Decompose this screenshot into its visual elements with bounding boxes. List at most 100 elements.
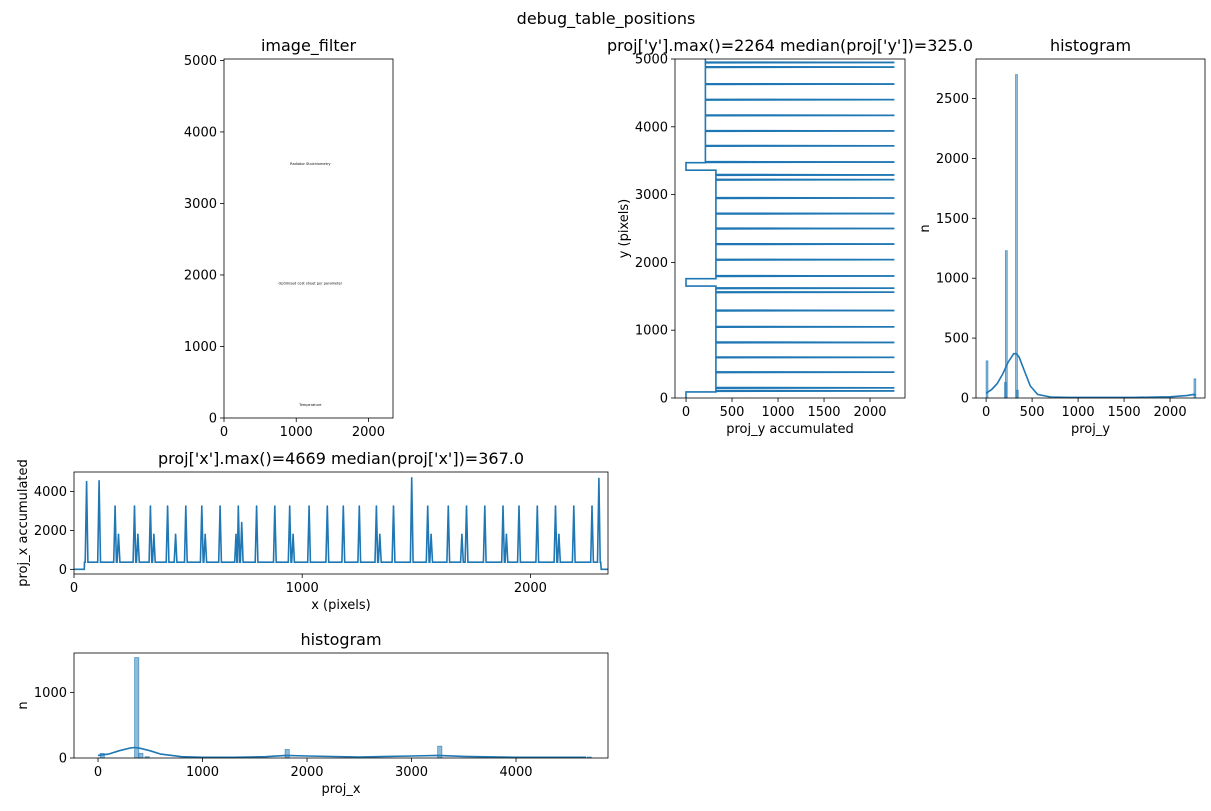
y-tick-label: 1000 <box>184 340 217 355</box>
y-tick-label: 5000 <box>635 53 668 68</box>
x-tick-label: 4000 <box>499 765 532 780</box>
proj-x-peak <box>240 521 243 524</box>
y-tick-label: 4000 <box>34 485 67 500</box>
x-tick-label: 1000 <box>761 405 794 420</box>
axes-title: image_filter <box>261 36 356 56</box>
proj-x-peak <box>204 533 207 536</box>
x-tick-label: 1000 <box>1062 405 1095 420</box>
x-tick-label: 1500 <box>1108 405 1141 420</box>
axes-hist_proj_x: 0 1000 2000 3000 4000 0 1000 histogram proj_x n <box>16 630 609 797</box>
proj-x-peak <box>219 505 221 507</box>
x-tick-label: 2000 <box>514 581 547 596</box>
x-tick-label: 0 <box>94 765 102 780</box>
y-tick-label: 4000 <box>635 120 668 135</box>
proj-x-peak <box>392 505 395 507</box>
proj-x-peak <box>237 505 240 507</box>
proj-x-peak <box>483 505 486 507</box>
x-tick-label: 3000 <box>395 765 428 780</box>
y-tick-label: 0 <box>59 752 67 767</box>
axes-layer: Temperature Optimised cost sheet per para… <box>16 36 1206 797</box>
proj-x-peak <box>326 505 329 507</box>
proj-x-peak <box>235 533 237 536</box>
proj-x-peak <box>149 505 152 507</box>
proj-x-peak <box>174 533 177 536</box>
y-tick-label: 2000 <box>936 152 969 167</box>
proj-x-peak <box>598 477 600 480</box>
y-tick-label: 0 <box>961 392 969 407</box>
proj-x-peak <box>114 505 116 507</box>
proj-x-peak <box>117 533 120 536</box>
x-tick-label: 0 <box>982 405 990 420</box>
proj-x-peak <box>558 533 560 536</box>
y-tick-label: 3000 <box>635 188 668 203</box>
axes-spines <box>674 58 906 399</box>
y-tick-label: 1500 <box>936 212 969 227</box>
proj-x-line <box>74 477 608 571</box>
proj-x-peak <box>288 505 291 507</box>
x-tick-label: 0 <box>220 425 228 440</box>
image-block-header: Optimised cost sheet per parameter <box>278 282 342 286</box>
proj-x-peak <box>358 505 361 507</box>
proj-x-peak <box>274 505 276 507</box>
proj-x-peak <box>85 480 88 483</box>
x-tick-label: 0 <box>682 405 690 420</box>
x-axis-label: proj_y accumulated <box>726 422 854 437</box>
axes-title: histogram <box>300 630 381 649</box>
y-axis-label: proj_x accumulated <box>16 459 31 587</box>
proj-x-peak <box>505 533 508 536</box>
proj-x-peak <box>465 505 468 507</box>
x-tick-label: 500 <box>1020 405 1045 420</box>
axes-spines <box>975 58 1206 399</box>
histogram-bar <box>134 657 140 759</box>
y-tick-label: 1000 <box>635 324 668 339</box>
axes-proj_x: 0 1000 2000 0 2000 4000 proj['x'].max()=4669 m… <box>16 449 609 613</box>
y-tick-label: 5000 <box>184 54 217 69</box>
image-block-header: Temperature <box>298 403 321 407</box>
axes-proj_y: 0 500 1000 1500 2000 0 1000 2000 3000 4000 5000 pro… <box>607 36 973 437</box>
x-tick-label: 2000 <box>290 765 323 780</box>
y-tick-label: 0 <box>59 563 67 578</box>
proj-x-peak <box>447 505 450 507</box>
proj-x-peak <box>430 533 432 536</box>
axes-spines <box>73 652 609 759</box>
x-tick-label: 2000 <box>352 425 385 440</box>
axes-title: histogram <box>1050 36 1131 55</box>
axes-image_filter: Temperature Optimised cost sheet per para… <box>184 36 394 440</box>
proj-x-peak <box>378 533 381 536</box>
axes-spines <box>223 58 394 419</box>
x-tick-label: 1000 <box>280 425 313 440</box>
axes-title: proj['x'].max()=4669 median(proj['x'])=3… <box>158 449 524 468</box>
y-tick-label: 1000 <box>34 686 67 701</box>
proj-x-peak <box>572 505 575 507</box>
proj-x-peak <box>518 505 520 507</box>
x-tick-label: 2000 <box>853 405 886 420</box>
histogram-bar <box>138 753 144 759</box>
y-tick-label: 2000 <box>34 524 67 539</box>
proj-x-peak <box>98 479 100 482</box>
x-axis-label: proj_x <box>321 782 360 797</box>
y-axis-label: y (pixels) <box>617 199 632 259</box>
kde-curve <box>97 746 586 759</box>
y-tick-label: 0 <box>209 412 217 427</box>
x-tick-label: 0 <box>70 581 78 596</box>
proj-x-peak <box>426 505 429 507</box>
x-axis-label: proj_y <box>1071 422 1110 437</box>
x-tick-label: 2000 <box>1154 405 1187 420</box>
proj-x-peak <box>153 533 155 536</box>
proj-x-peak <box>410 477 413 479</box>
axes-hist_proj_y: 0 500 1000 1500 2000 0 500 1000 1500 2000 2500 hist… <box>918 36 1206 437</box>
proj-x-peak <box>137 533 139 536</box>
proj-x-peak <box>375 505 378 507</box>
x-tick-label: 1500 <box>807 405 840 420</box>
proj-x-peak <box>185 505 187 507</box>
proj-x-peak <box>461 533 463 536</box>
x-tick-label: 1000 <box>186 765 219 780</box>
proj-x-peak <box>536 505 539 507</box>
histogram-bar <box>1005 250 1008 399</box>
figure-suptitle: debug_table_positions <box>517 9 696 29</box>
proj-x-peak <box>133 505 136 507</box>
kde-curve <box>985 352 1197 399</box>
histogram-bar <box>1016 389 1019 399</box>
y-tick-label: 500 <box>944 332 969 347</box>
x-tick-label: 500 <box>720 405 745 420</box>
